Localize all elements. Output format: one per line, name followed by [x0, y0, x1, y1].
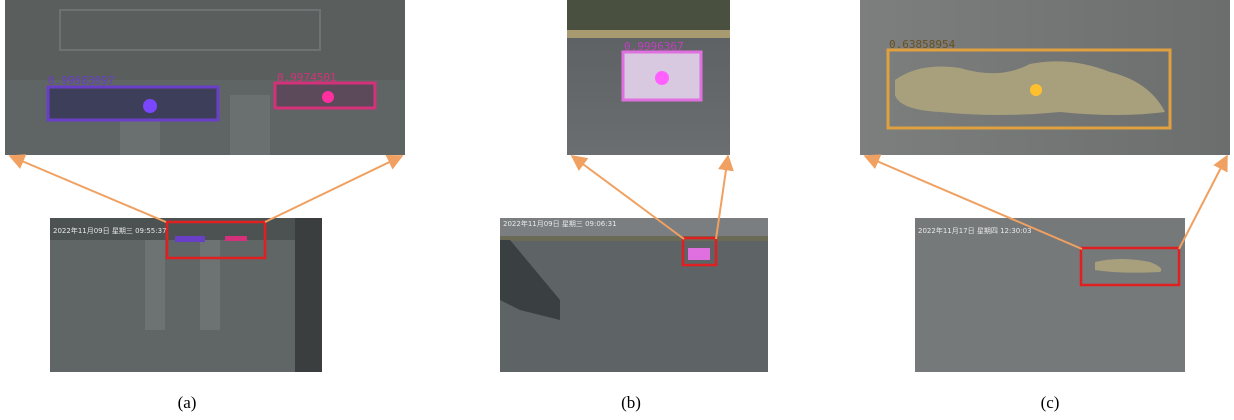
caption: (a) [178, 393, 197, 412]
zoom-arrow [1179, 156, 1227, 249]
caption: (c) [1041, 393, 1060, 412]
panel-a-frame: 2022年11月09日 星期三 09:55:37 [50, 218, 322, 372]
detection-score: 0.63858954 [889, 38, 956, 51]
timestamp: 2022年11月09日 星期三 09:06:31 [503, 219, 617, 228]
zoom-arrow [265, 156, 402, 222]
timestamp: 2022年11月17日 星期四 12:30:03 [918, 226, 1032, 235]
panel-a-zoom: 0.99683097 0.9974501 [5, 0, 405, 155]
panel-b-zoom: 0.9996367 [567, 0, 730, 155]
panel-c-frame: 2022年11月17日 星期四 12:30:03 [915, 218, 1185, 372]
panel-b-frame: 2022年11月09日 星期三 09:06:31 [500, 218, 768, 372]
caption: (b) [621, 393, 641, 412]
detection-score: 0.99683097 [48, 74, 114, 87]
panel-c-zoom: 0.63858954 [860, 0, 1230, 155]
figure: 0.99683097 0.9974501 2022年11月09日 星期三 09:… [0, 0, 1234, 420]
detection-score: 0.9996367 [624, 40, 684, 53]
zoom-arrow [10, 156, 166, 222]
detection-score: 0.9974501 [277, 71, 337, 84]
timestamp: 2022年11月09日 星期三 09:55:37 [53, 226, 167, 235]
